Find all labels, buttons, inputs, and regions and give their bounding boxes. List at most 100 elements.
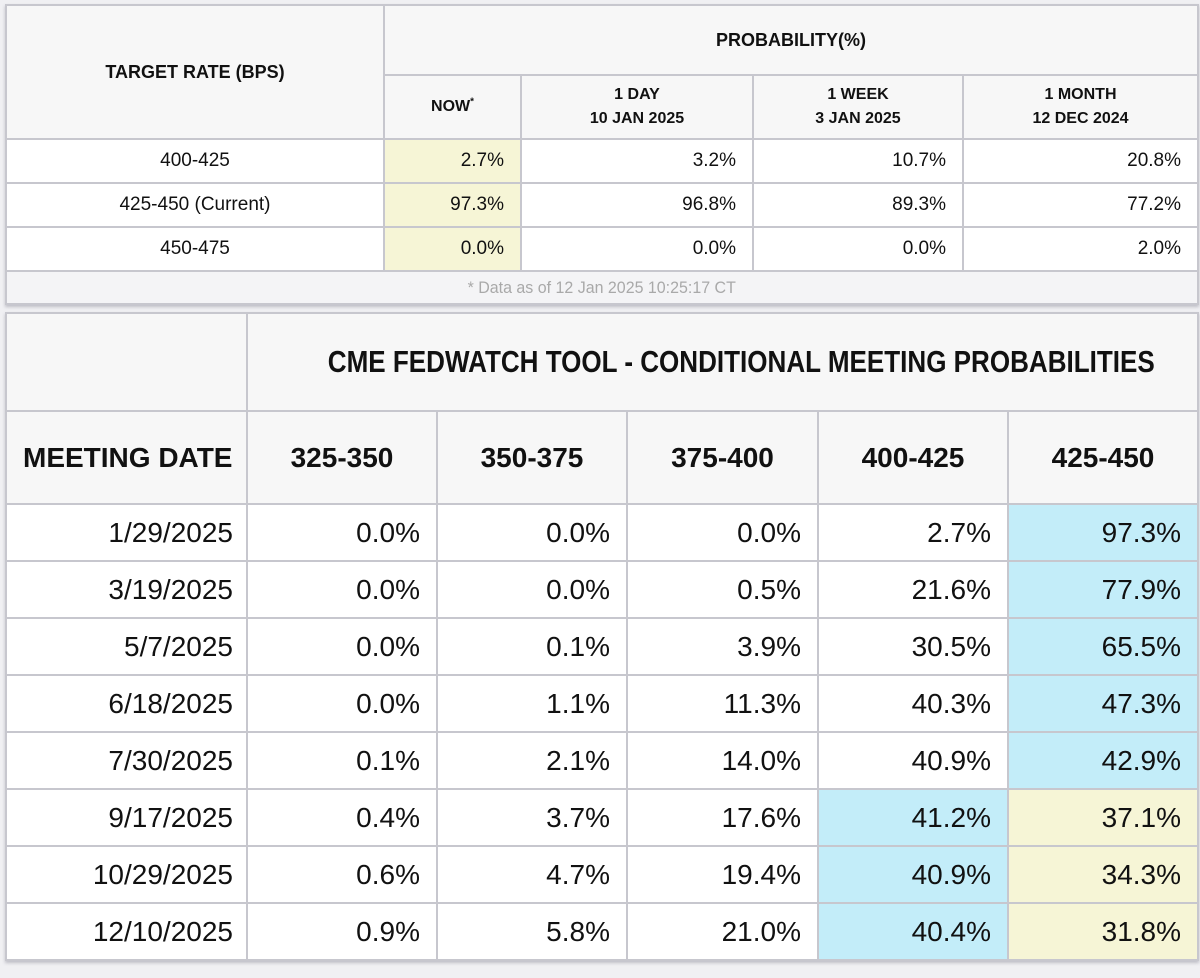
meeting-probability-cell: 42.9% — [1006, 731, 1200, 790]
rate-header-425-450: 425-450 — [1006, 410, 1200, 505]
probability-cell: 96.8% — [520, 182, 754, 228]
rate-header-400-425: 400-425 — [817, 410, 1009, 505]
meeting-probability-cell: 40.4% — [817, 902, 1009, 961]
meeting-row: 10/29/2025 0.6% 4.7% 19.4% 40.9% 34.3% — [5, 845, 1200, 904]
title-row-spacer — [5, 312, 248, 412]
meeting-probability-cell: 0.0% — [436, 560, 628, 619]
meeting-probability-cell: 0.5% — [626, 560, 819, 619]
meeting-probability-cell: 0.0% — [246, 674, 438, 733]
meeting-probability-cell: 14.0% — [626, 731, 819, 790]
meeting-probability-cell: 0.0% — [436, 503, 628, 562]
target-rate-label: 450-475 — [5, 226, 385, 272]
col-header-1day-label: 1 DAY — [614, 86, 660, 103]
title-row: CME FEDWATCH TOOL - CONDITIONAL MEETING … — [5, 312, 1200, 412]
meeting-probability-cell: 0.1% — [436, 617, 628, 676]
probability-cell: 2.0% — [962, 226, 1199, 272]
meeting-probability-cell: 4.7% — [436, 845, 628, 904]
meeting-row: 3/19/2025 0.0% 0.0% 0.5% 21.6% 77.9% — [5, 560, 1200, 619]
table-title-text: CME FEDWATCH TOOL - CONDITIONAL MEETING … — [327, 344, 1155, 379]
meeting-date-cell: 9/17/2025 — [5, 788, 248, 847]
meeting-probability-cell: 97.3% — [1006, 503, 1200, 562]
target-rate-header: TARGET RATE (BPS) — [5, 4, 385, 140]
meeting-probability-cell: 2.1% — [436, 731, 628, 790]
meeting-probability-cell: 0.0% — [626, 503, 819, 562]
meeting-probability-cell: 30.5% — [817, 617, 1009, 676]
target-rate-label: 425-450 (Current) — [5, 182, 385, 228]
meeting-probability-cell: 47.3% — [1006, 674, 1200, 733]
col-header-now: NOW* — [383, 74, 522, 140]
meeting-date-cell: 7/30/2025 — [5, 731, 248, 790]
table-title: CME FEDWATCH TOOL - CONDITIONAL MEETING … — [245, 312, 1200, 412]
rate-header-350-375: 350-375 — [436, 410, 628, 505]
meeting-probability-cell: 41.2% — [817, 788, 1009, 847]
probability-cell: 77.2% — [962, 182, 1199, 228]
meeting-row: 9/17/2025 0.4% 3.7% 17.6% 41.2% 37.1% — [5, 788, 1200, 847]
meeting-date-cell: 1/29/2025 — [5, 503, 248, 562]
rate-header-325-350: 325-350 — [246, 410, 438, 505]
probability-cell: 2.7% — [383, 138, 522, 184]
col-header-1day: 1 DAY 10 JAN 2025 — [520, 74, 754, 140]
meeting-probability-cell: 0.0% — [246, 617, 438, 676]
meeting-date-cell: 3/19/2025 — [5, 560, 248, 619]
meeting-probability-cell: 0.0% — [246, 560, 438, 619]
meeting-probability-cell: 37.1% — [1006, 788, 1200, 847]
probability-cell: 0.0% — [383, 226, 522, 272]
probability-cell: 0.0% — [752, 226, 964, 272]
probability-cell: 0.0% — [520, 226, 754, 272]
meeting-probability-cell: 1.1% — [436, 674, 628, 733]
col-header-1week-date: 3 JAN 2025 — [815, 110, 901, 127]
meeting-header-row: MEETING DATE 325-350 350-375 375-400 400… — [5, 410, 1200, 505]
meeting-probability-cell: 40.9% — [817, 845, 1009, 904]
target-rate-tbody: 400-425 2.7% 3.2% 10.7% 20.8% 425-450 (Curren… — [5, 138, 1199, 272]
meeting-probability-cell: 40.9% — [817, 731, 1009, 790]
now-label: NOW — [431, 98, 471, 115]
footnote-row: * Data as of 12 Jan 2025 10:25:17 CT — [5, 270, 1199, 305]
meeting-row: 12/10/2025 0.9% 5.8% 21.0% 40.4% 31.8% — [5, 902, 1200, 961]
meeting-tbody: 1/29/2025 0.0% 0.0% 0.0% 2.7% 97.3% 3/19/2025 0… — [5, 503, 1200, 961]
meeting-probability-cell: 77.9% — [1006, 560, 1200, 619]
now-asterisk: * — [470, 96, 474, 108]
col-header-1week-label: 1 WEEK — [827, 86, 889, 103]
meeting-probability-cell: 0.4% — [246, 788, 438, 847]
meeting-probability-cell: 0.6% — [246, 845, 438, 904]
meeting-probability-cell: 11.3% — [626, 674, 819, 733]
meeting-probability-cell: 19.4% — [626, 845, 819, 904]
target-rate-label: 400-425 — [5, 138, 385, 184]
meeting-date-cell: 10/29/2025 — [5, 845, 248, 904]
rate-header-375-400: 375-400 — [626, 410, 819, 505]
meeting-probability-cell: 17.6% — [626, 788, 819, 847]
column-header-row: NOW* 1 DAY 10 JAN 2025 1 WEEK 3 JAN 2025 1… — [6, 74, 1199, 140]
meeting-probability-cell: 3.7% — [436, 788, 628, 847]
meeting-probability-cell: 65.5% — [1006, 617, 1200, 676]
meeting-row: 5/7/2025 0.0% 0.1% 3.9% 30.5% 65.5% — [5, 617, 1200, 676]
target-rate-row: 450-475 0.0% 0.0% 0.0% 2.0% — [5, 226, 1199, 272]
meeting-probability-cell: 21.6% — [817, 560, 1009, 619]
meeting-row: 7/30/2025 0.1% 2.1% 14.0% 40.9% 42.9% — [5, 731, 1200, 790]
probability-cell: 3.2% — [520, 138, 754, 184]
meeting-probability-cell: 31.8% — [1006, 902, 1200, 961]
col-header-1month-date: 12 DEC 2024 — [1032, 110, 1129, 127]
target-rate-table: TARGET RATE (BPS) PROBABILITY(%) NOW* 1 … — [5, 4, 1199, 305]
meeting-probability-cell: 0.1% — [246, 731, 438, 790]
col-header-1week: 1 WEEK 3 JAN 2025 — [752, 74, 964, 140]
conditional-meeting-table: CME FEDWATCH TOOL - CONDITIONAL MEETING … — [5, 312, 1200, 961]
meeting-row: 1/29/2025 0.0% 0.0% 0.0% 2.7% 97.3% — [5, 503, 1200, 562]
probability-cell: 89.3% — [752, 182, 964, 228]
meeting-probability-cell: 0.9% — [246, 902, 438, 961]
meeting-probability-cell: 21.0% — [626, 902, 819, 961]
probability-cell: 97.3% — [383, 182, 522, 228]
meeting-probability-cell: 2.7% — [817, 503, 1009, 562]
data-timestamp-text: * Data as of 12 Jan 2025 10:25:17 CT — [467, 277, 737, 297]
target-rate-row: 425-450 (Current) 97.3% 96.8% 89.3% 77.2% — [5, 182, 1199, 228]
meeting-probability-cell: 0.0% — [246, 503, 438, 562]
meeting-probability-cell: 40.3% — [817, 674, 1009, 733]
col-header-1day-date: 10 JAN 2025 — [589, 110, 685, 127]
target-rate-row: 400-425 2.7% 3.2% 10.7% 20.8% — [5, 138, 1199, 184]
meeting-probability-cell: 5.8% — [436, 902, 628, 961]
col-header-1month: 1 MONTH 12 DEC 2024 — [962, 74, 1199, 140]
col-header-1month-label: 1 MONTH — [1044, 86, 1117, 103]
meeting-date-header: MEETING DATE — [5, 410, 248, 505]
data-timestamp-note: * Data as of 12 Jan 2025 10:25:17 CT — [5, 270, 1199, 305]
meeting-date-cell: 5/7/2025 — [5, 617, 248, 676]
probability-cell: 10.7% — [752, 138, 964, 184]
